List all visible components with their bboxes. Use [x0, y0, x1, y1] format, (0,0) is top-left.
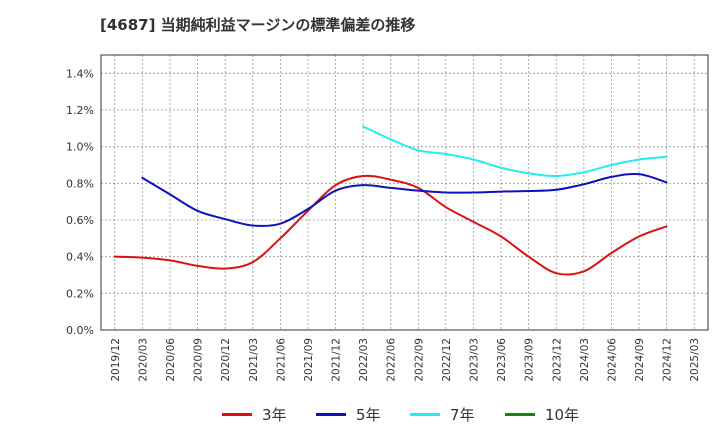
y-tick-label: 0.6%: [66, 214, 94, 227]
chart-title: [4687] 当期純利益マージンの標準偏差の推移: [100, 16, 416, 34]
y-tick-label: 1.4%: [66, 67, 94, 80]
series-line-1: [141, 172, 668, 227]
x-tick-label: 2020/09: [193, 338, 205, 382]
x-tick-label: 2022/12: [441, 338, 453, 382]
x-tick-label: 2022/09: [413, 338, 425, 382]
legend-label-0: 3年: [262, 405, 287, 424]
legend-item-0: 3年: [222, 402, 287, 426]
axis-layer: 0.0% 0.2% 0.4% 0.6% 0.8% 1.0% 1.2% 1.4% 2019/12 2…: [66, 54, 709, 382]
chart-legend: 3年 5年 7年 10年: [0, 402, 720, 426]
y-tick-label: 0.2%: [66, 287, 94, 300]
y-tick-label: 0.4%: [66, 251, 94, 264]
series-layer: [113, 125, 668, 276]
legend-label-3: 10年: [545, 405, 580, 424]
x-tick-label: 2020/12: [220, 338, 232, 382]
series-line-0: [113, 174, 668, 276]
x-tick-label: 2023/12: [551, 338, 563, 382]
legend-label-1: 5年: [356, 405, 381, 424]
legend-item-1: 5年: [316, 402, 381, 426]
series-line-2: [362, 125, 668, 178]
x-tick-label: 2021/09: [303, 338, 315, 382]
y-tick-label: 0.0%: [66, 324, 94, 337]
x-tick-label: 2024/09: [634, 338, 646, 382]
plot-area: [101, 55, 708, 330]
legend-swatch-0: [222, 412, 252, 416]
x-tick-label: 2021/06: [275, 338, 287, 382]
x-tick-label: 2024/12: [662, 338, 674, 382]
legend-swatch-1: [316, 412, 346, 416]
x-tick-label: 2024/06: [606, 338, 618, 382]
x-tick-label: 2020/03: [137, 338, 149, 382]
x-tick-label: 2023/03: [468, 338, 480, 382]
x-tick-label: 2025/03: [689, 338, 701, 382]
y-tick-label: 0.8%: [66, 177, 94, 190]
x-tick-label: 2021/03: [248, 338, 260, 382]
x-tick-label: 2020/06: [165, 338, 177, 382]
y-tick-label: 1.0%: [66, 141, 94, 154]
x-tick-label: 2021/12: [331, 338, 343, 382]
x-tick-label: 2023/09: [524, 338, 536, 382]
x-tick-label: 2019/12: [110, 338, 122, 382]
x-tick-label: 2022/06: [386, 338, 398, 382]
legend-swatch-2: [410, 412, 440, 416]
legend-label-2: 7年: [450, 405, 475, 424]
y-tick-label: 1.2%: [66, 104, 94, 117]
x-tick-label: 2024/03: [579, 338, 591, 382]
plot-border: [100, 54, 709, 331]
legend-item-2: 7年: [410, 402, 475, 426]
x-tick-label: 2022/03: [358, 338, 370, 382]
legend-swatch-3: [505, 412, 535, 416]
x-tick-label: 2023/06: [496, 338, 508, 382]
legend-item-3: 10年: [505, 402, 579, 426]
grid-layer: [101, 55, 708, 330]
